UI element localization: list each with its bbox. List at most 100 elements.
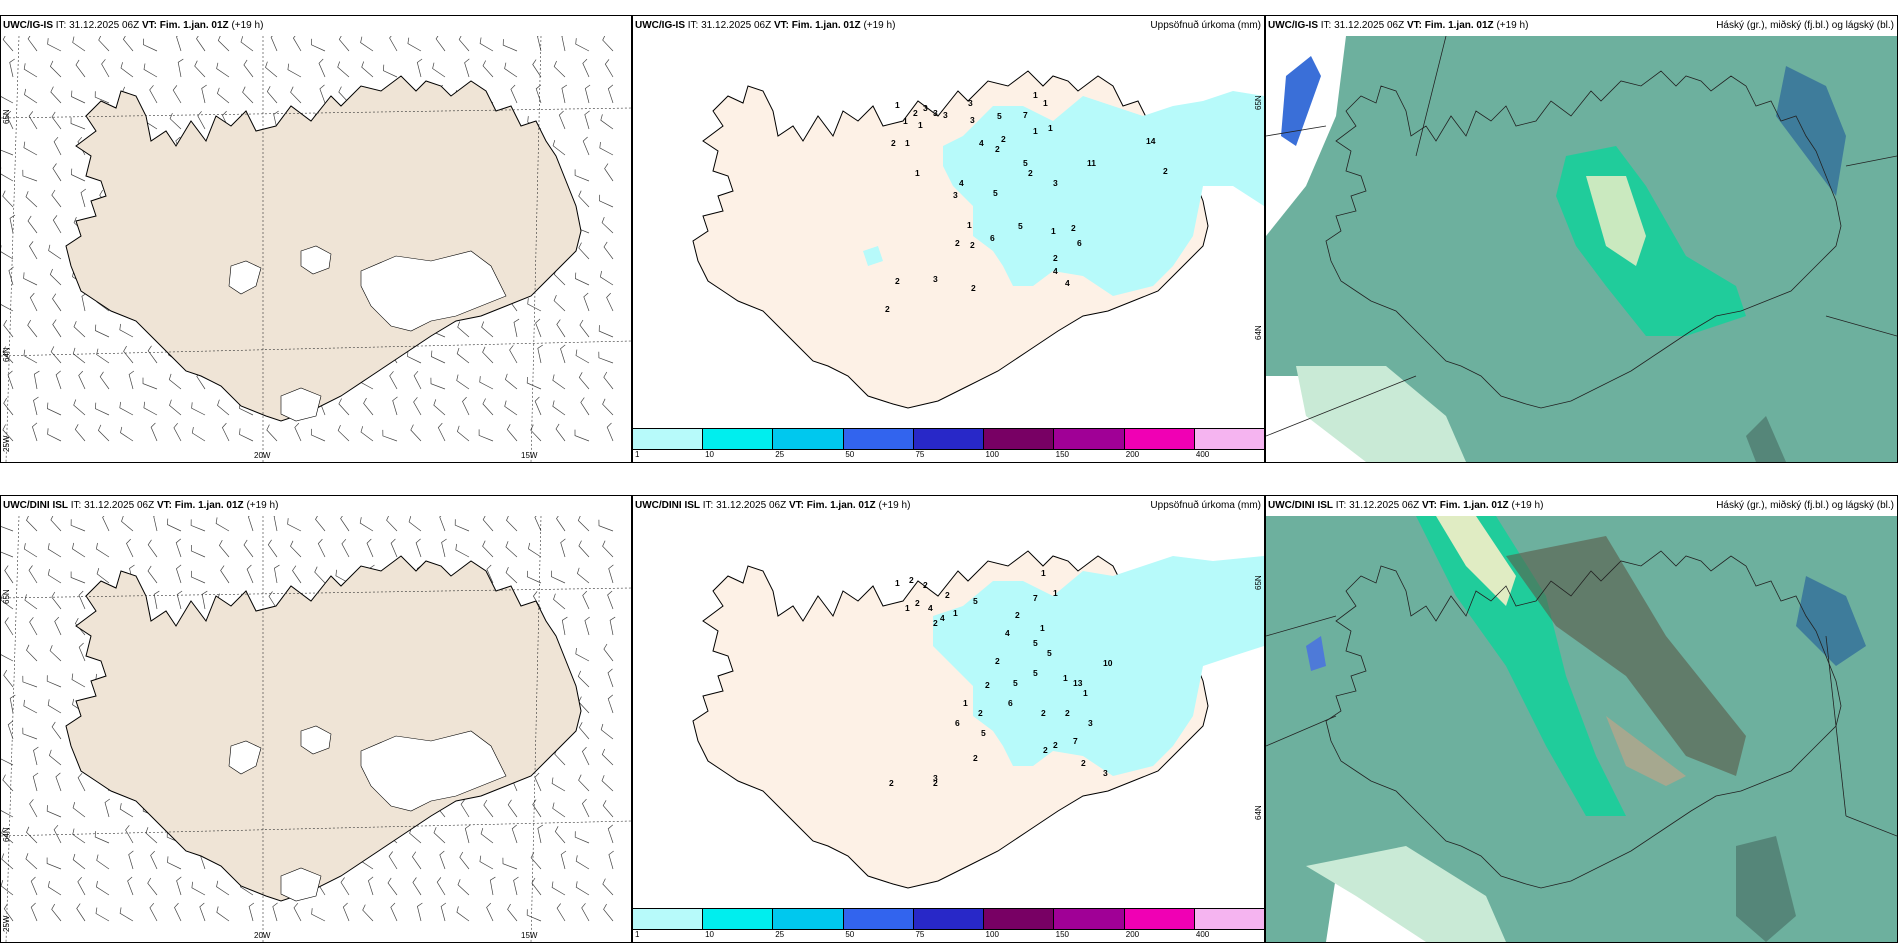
wind-barb [310, 428, 326, 442]
wind-barb [1, 526, 14, 532]
wind-barb [600, 114, 614, 130]
precip-value: 2 [973, 753, 978, 763]
precip-map-panel-bottom: UWC/DINI ISL IT: 31.12.2025 06Z VT: Fim.… [632, 495, 1265, 943]
colorbar-swatch [633, 909, 704, 929]
wind-barb [243, 59, 254, 78]
wind-barb [104, 798, 111, 818]
wind-barb [482, 516, 494, 532]
wind-barb [290, 540, 302, 558]
wind-barb [435, 36, 446, 52]
wind-barb [436, 877, 446, 896]
wind-barb [77, 772, 86, 792]
wind-barb [4, 617, 14, 636]
precip-value: 14 [1146, 136, 1156, 146]
wind-barb [53, 136, 62, 156]
wind-barb [601, 748, 614, 766]
wind-barb [2, 36, 14, 52]
colorbar-swatch [984, 909, 1055, 929]
wind-map-panel-top: UWC/IG-IS IT: 31.12.2025 06Z VT: Fim. 1.… [0, 15, 632, 463]
wind-barb [119, 401, 134, 416]
glacier [228, 740, 262, 775]
wind-barb [603, 371, 614, 390]
colorbar-label: 1 [635, 450, 640, 459]
lat-label: 64N [1254, 805, 1263, 820]
wind-barb [74, 424, 86, 442]
wind-barb [479, 855, 494, 870]
wind-barb [482, 60, 494, 78]
wind-barb [54, 616, 62, 636]
wind-barb [199, 902, 206, 922]
cloud-map [1266, 36, 1897, 462]
wind-barb [410, 424, 422, 442]
precip-value: 1 [1041, 568, 1046, 578]
wind-barb [390, 902, 398, 922]
wind-barb [246, 564, 254, 584]
wind-barb [73, 399, 86, 416]
wind-barb [123, 345, 134, 364]
wind-barb [2, 424, 14, 442]
wind-barb [456, 425, 470, 442]
wind-barb [462, 396, 470, 416]
wind-barb [505, 566, 518, 584]
wind-barb [143, 63, 158, 78]
wind-barb [551, 777, 566, 792]
wind-barb [315, 516, 326, 532]
precip-value: 2 [970, 240, 975, 250]
wind-barb [53, 824, 62, 844]
wind-barb [176, 36, 182, 52]
wind-barb [80, 188, 87, 208]
wind-barb [247, 516, 254, 532]
wind-barb [506, 424, 518, 442]
precip-value: 1 [1033, 126, 1038, 136]
wind-barb [584, 84, 591, 104]
precip-value: 4 [940, 613, 945, 623]
wind-barb [51, 721, 62, 740]
wind-barb [292, 565, 302, 584]
glacier [280, 387, 322, 422]
precip-value: 2 [1081, 758, 1086, 768]
precip-value: 2 [971, 283, 976, 293]
wind-barb [30, 876, 38, 896]
precip-value: 3 [968, 98, 973, 108]
precip-value: 4 [928, 603, 933, 613]
precip-value: 4 [1065, 278, 1070, 288]
wind-barb [341, 538, 350, 558]
wind-barb [552, 802, 566, 818]
wind-barb [28, 565, 38, 584]
wind-barb [387, 877, 398, 896]
wind-barb [342, 902, 350, 922]
cloud-map-panel-top: UWC/IG-IS IT: 31.12.2025 06Z VT: Fim. 1.… [1265, 15, 1898, 463]
iceland-land [65, 75, 582, 422]
wind-barb [4, 565, 14, 584]
wind-barb [441, 538, 447, 558]
wind-barb [561, 616, 568, 636]
wind-barb [218, 540, 230, 558]
precip-value: 5 [1033, 638, 1038, 648]
wind-barb [578, 774, 590, 792]
wind-barb [360, 426, 374, 442]
wind-barb [459, 851, 470, 870]
lat-label: 64N [1254, 325, 1263, 340]
wind-barb [507, 799, 518, 818]
glacier [360, 730, 507, 812]
lat-label: 64N [2, 347, 11, 362]
wind-barb [560, 344, 566, 364]
cloud-map-panel-bottom: UWC/DINI ISL IT: 31.12.2025 06Z VT: Fim.… [1265, 495, 1898, 943]
lon-label: 20W [254, 451, 271, 460]
wind-barb [1, 551, 14, 558]
wind-barb [120, 62, 134, 78]
wind-barb [480, 828, 494, 844]
wind-barb [390, 538, 398, 558]
wind-barb [29, 799, 38, 818]
wind-barb [216, 880, 230, 896]
wind-barb [574, 429, 590, 442]
wind-barb [147, 539, 158, 558]
wind-barb [482, 540, 494, 558]
wind-barb [287, 63, 302, 78]
wind-barb [176, 876, 182, 896]
colorbar-swatch [703, 429, 774, 449]
wind-barb [172, 85, 182, 104]
colorbar-label: 10 [705, 930, 715, 939]
wind-barb [335, 569, 350, 584]
